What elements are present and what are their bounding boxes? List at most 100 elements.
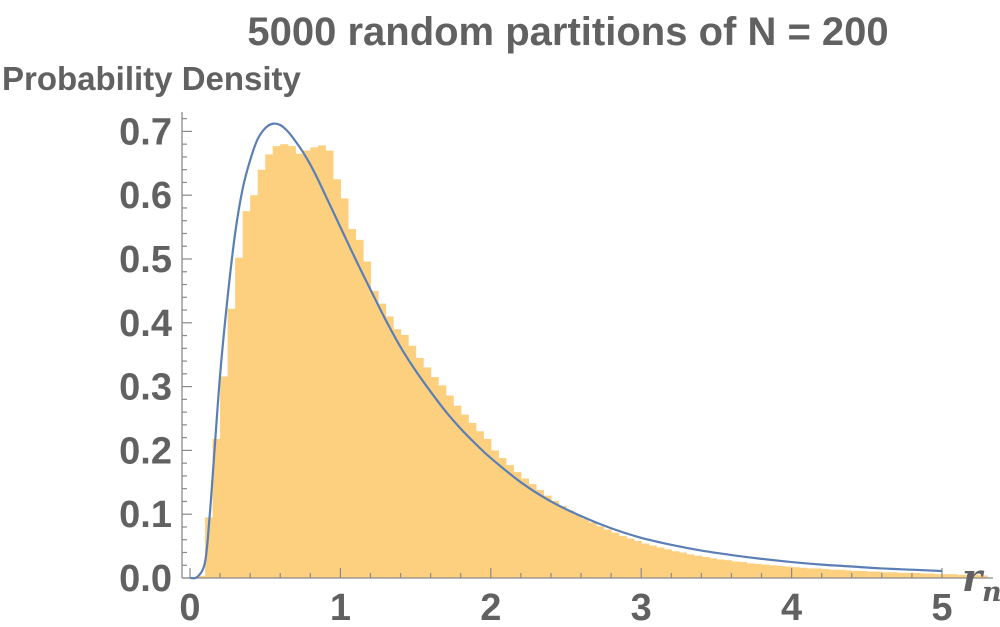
- histogram-bar: [671, 551, 680, 578]
- histogram-bar: [242, 211, 251, 578]
- histogram-bar: [603, 529, 612, 578]
- histogram-bar: [340, 198, 349, 578]
- histogram-bar: [423, 367, 432, 578]
- histogram-bar: [723, 560, 733, 578]
- density-curve: [189, 122, 943, 580]
- histogram-bar: [626, 538, 635, 578]
- histogram-bar: [490, 450, 499, 578]
- histogram-bar: [836, 569, 845, 578]
- histogram-bar: [460, 414, 469, 578]
- histogram-bar: [761, 564, 770, 578]
- histogram-bar: [445, 395, 454, 578]
- histogram-bar: [453, 405, 462, 578]
- histogram-bar: [468, 422, 477, 578]
- histogram-bar: [911, 572, 921, 578]
- histogram-bar: [949, 574, 958, 578]
- histogram-bar: [821, 569, 830, 578]
- histogram-bar: [370, 290, 379, 578]
- histogram-bar: [776, 565, 785, 578]
- y-tick-label: 0.4: [119, 303, 172, 345]
- y-tick-label: 0.3: [119, 367, 172, 409]
- histogram-bar: [738, 562, 748, 578]
- histogram-bar: [799, 567, 808, 578]
- x-tick-label: 1: [330, 587, 351, 627]
- histogram-bar: [964, 574, 973, 578]
- histogram-bar: [889, 572, 898, 578]
- histogram-bar: [814, 568, 823, 578]
- y-axis-label: Probability Density: [2, 60, 302, 97]
- histogram-bar: [769, 565, 778, 578]
- histogram-bar: [972, 574, 981, 578]
- histogram-bar: [979, 575, 988, 578]
- x-tick-label: 0: [179, 587, 200, 627]
- histogram-bar: [663, 549, 672, 578]
- histogram-bar: [844, 570, 853, 578]
- histogram-bar: [415, 357, 424, 578]
- histogram-bar: [588, 522, 597, 578]
- histogram-bar: [265, 154, 274, 578]
- histogram-bar: [257, 169, 266, 578]
- histogram-bar: [791, 567, 800, 578]
- histogram-bar: [287, 146, 296, 578]
- histogram-bar: [656, 547, 665, 578]
- x-axis-label: rn: [962, 555, 1000, 608]
- histogram-bar: [829, 569, 838, 578]
- histogram-bar: [896, 572, 905, 578]
- histogram-bar: [197, 576, 206, 578]
- histogram-bar: [475, 431, 484, 578]
- histogram-bar: [784, 566, 793, 578]
- histogram-bar: [926, 573, 936, 578]
- histogram-bar: [866, 571, 875, 578]
- histogram-bar: [430, 377, 439, 578]
- histogram-bar: [250, 195, 259, 578]
- histogram-bar: [693, 555, 702, 578]
- y-tick-label: 0.1: [119, 494, 172, 536]
- histogram-bar: [934, 574, 943, 578]
- histogram-bar: [325, 150, 334, 579]
- histogram-bar: [573, 514, 582, 578]
- histogram-bar: [648, 545, 657, 578]
- histogram-bar: [408, 345, 417, 578]
- histogram-bar: [806, 568, 815, 578]
- histogram-bar: [295, 153, 304, 579]
- histogram-bar: [754, 563, 763, 578]
- histogram-bar: [633, 541, 642, 578]
- y-tick-label: 0.7: [119, 111, 172, 153]
- histogram-bar: [701, 556, 710, 578]
- histogram-bar: [641, 543, 650, 578]
- x-axis-label-main: r: [962, 555, 985, 600]
- histogram-bar: [746, 563, 755, 578]
- histogram-bar: [611, 532, 620, 578]
- curve-layer: [189, 122, 943, 580]
- histogram-bar: [332, 179, 341, 578]
- histogram-bar: [302, 150, 311, 579]
- y-tick-label: 0.6: [119, 175, 172, 217]
- histogram-bar: [438, 385, 447, 578]
- histogram-bar: [957, 574, 966, 578]
- histogram-bar: [400, 334, 409, 578]
- histogram-bar: [618, 535, 627, 578]
- histogram-bar: [528, 484, 537, 578]
- histogram-bar: [581, 518, 590, 578]
- histogram-bar: [716, 559, 725, 578]
- histogram-bar: [378, 303, 387, 578]
- histogram-bar: [535, 489, 545, 578]
- histogram-bar: [280, 144, 289, 578]
- x-axis-label-subscript: n: [982, 577, 1000, 608]
- bars-layer: [197, 144, 988, 579]
- histogram-bar: [942, 574, 951, 578]
- x-tick-label: 4: [781, 587, 802, 627]
- x-tick-label: 3: [631, 587, 652, 627]
- histogram-bar: [385, 316, 394, 578]
- histogram-bar: [227, 308, 236, 578]
- histogram-bar: [498, 458, 507, 578]
- y-tick-label: 0.5: [119, 239, 172, 281]
- histogram-bar: [874, 571, 883, 578]
- histogram-bar: [708, 558, 717, 578]
- histogram-bar: [566, 510, 575, 578]
- histogram-bar: [558, 505, 567, 578]
- histogram-bar: [919, 573, 928, 578]
- histogram-bar: [205, 517, 214, 578]
- histogram-bar: [550, 500, 560, 578]
